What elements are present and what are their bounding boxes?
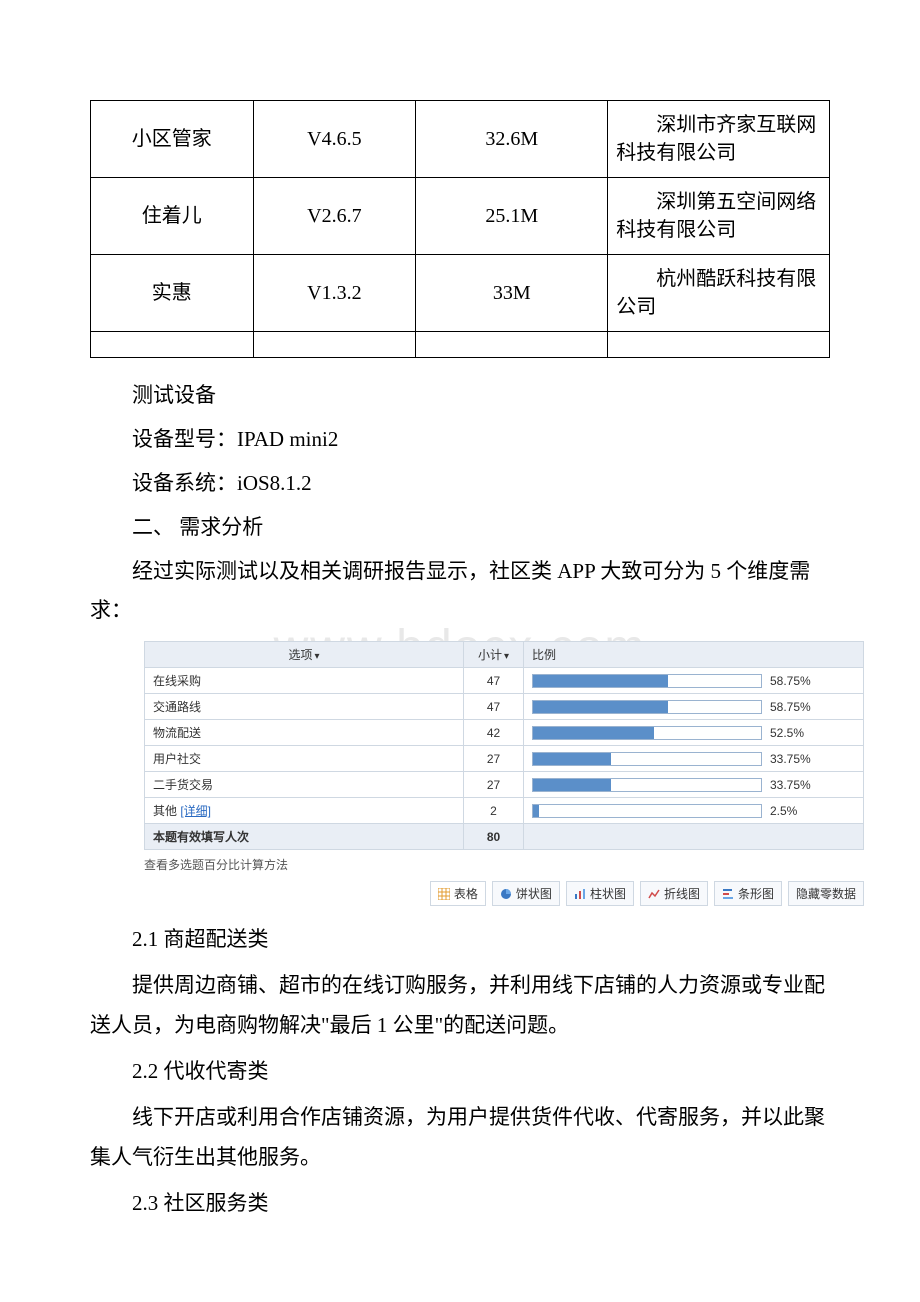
survey-row: 其他 [详细]2 2.5% [145, 798, 864, 824]
survey-count-cell: 27 [464, 746, 524, 772]
detail-link[interactable]: [详细] [180, 804, 211, 818]
survey-option-cell: 交通路线 [145, 694, 464, 720]
app-version-cell: V1.3.2 [253, 255, 416, 332]
app-name-cell: 实惠 [91, 255, 254, 332]
device-os-label: 设备系统： [132, 471, 237, 495]
survey-header-option[interactable]: 选项▾ [145, 642, 464, 668]
survey-total-label: 本题有效填写人次 [145, 824, 464, 850]
chart-button-label: 隐藏零数据 [796, 885, 856, 902]
bar-track [532, 700, 762, 714]
table-row-empty [91, 332, 830, 358]
survey-chart: 选项▾ 小计▾ 比例 在线采购47 58.75% 交通路线47 58.75% 物流配送4… [144, 641, 864, 906]
section-2-intro: 经过实际测试以及相关调研报告显示，社区类 APP 大致可分为 5 个维度需求： [90, 552, 830, 632]
app-comparison-table: 小区管家V4.6.532.6M深圳市齐家互联网科技有限公司住着儿V2.6.725… [90, 100, 830, 358]
app-size-cell: 32.6M [416, 101, 608, 178]
survey-bar-cell: 2.5% [524, 798, 864, 824]
survey-option-cell: 在线采购 [145, 668, 464, 694]
survey-count-cell: 47 [464, 668, 524, 694]
chart-type-hbar-button[interactable]: 条形图 [714, 881, 782, 906]
section-2-1-title: 2.1 商超配送类 [90, 920, 830, 960]
chart-type-hide0-button[interactable]: 隐藏零数据 [788, 881, 864, 906]
section-2-heading: 二、 需求分析 [90, 508, 830, 548]
bar-fill [533, 753, 611, 765]
survey-header-count[interactable]: 小计▾ [464, 642, 524, 668]
app-name-cell: 住着儿 [91, 178, 254, 255]
app-size-cell: 33M [416, 255, 608, 332]
survey-bar-cell: 33.75% [524, 772, 864, 798]
survey-note[interactable]: 查看多选题百分比计算方法 [144, 856, 864, 873]
survey-total-empty [524, 824, 864, 850]
survey-count-cell: 27 [464, 772, 524, 798]
table-row: 小区管家V4.6.532.6M深圳市齐家互联网科技有限公司 [91, 101, 830, 178]
survey-option-cell: 二手货交易 [145, 772, 464, 798]
chart-type-bar-button[interactable]: 柱状图 [566, 881, 634, 906]
bar-fill [533, 805, 539, 817]
chart-type-table-button[interactable]: 表格 [430, 881, 486, 906]
survey-row: 交通路线47 58.75% [145, 694, 864, 720]
bar-percent: 58.75% [770, 700, 811, 714]
device-model-label: 设备型号： [132, 427, 237, 451]
survey-row: 二手货交易27 33.75% [145, 772, 864, 798]
bar-fill [533, 675, 668, 687]
bar-percent: 33.75% [770, 752, 811, 766]
survey-bar-cell: 33.75% [524, 746, 864, 772]
app-version-cell: V2.6.7 [253, 178, 416, 255]
device-os: 设备系统：iOS8.1.2 [90, 464, 830, 504]
chart-button-label: 饼状图 [516, 885, 552, 902]
chart-button-label: 表格 [454, 885, 478, 902]
bar-fill [533, 779, 611, 791]
survey-row: 在线采购47 58.75% [145, 668, 864, 694]
section-2-2-title: 2.2 代收代寄类 [90, 1052, 830, 1092]
survey-row: 物流配送42 52.5% [145, 720, 864, 746]
survey-bar-cell: 58.75% [524, 694, 864, 720]
chart-type-line-button[interactable]: 折线图 [640, 881, 708, 906]
chart-type-toolbar: 表格 饼状图 柱状图 折线图 条形图 隐藏零数据 [144, 881, 864, 906]
table-row: 住着儿V2.6.725.1M深圳第五空间网络科技有限公司 [91, 178, 830, 255]
app-company-cell: 杭州酷跃科技有限公司 [608, 255, 830, 332]
app-company-cell: 深圳市齐家互联网科技有限公司 [608, 101, 830, 178]
survey-total-row: 本题有效填写人次80 [145, 824, 864, 850]
bar-track [532, 752, 762, 766]
bar-track [532, 726, 762, 740]
bar-track [532, 674, 762, 688]
app-name-cell: 小区管家 [91, 101, 254, 178]
survey-option-cell: 物流配送 [145, 720, 464, 746]
bar-percent: 58.75% [770, 674, 811, 688]
chart-type-pie-button[interactable]: 饼状图 [492, 881, 560, 906]
sort-icon: ▾ [314, 651, 319, 662]
bar-track [532, 804, 762, 818]
survey-total-count: 80 [464, 824, 524, 850]
bar-percent: 52.5% [770, 726, 804, 740]
survey-option-cell: 其他 [详细] [145, 798, 464, 824]
app-size-cell: 25.1M [416, 178, 608, 255]
chart-button-label: 条形图 [738, 885, 774, 902]
survey-count-cell: 2 [464, 798, 524, 824]
table-row: 实惠V1.3.233M杭州酷跃科技有限公司 [91, 255, 830, 332]
survey-count-cell: 42 [464, 720, 524, 746]
survey-count-cell: 47 [464, 694, 524, 720]
survey-option-cell: 用户社交 [145, 746, 464, 772]
survey-bar-cell: 52.5% [524, 720, 864, 746]
section-2-3-title: 2.3 社区服务类 [90, 1184, 830, 1224]
bar-percent: 2.5% [770, 804, 797, 818]
section-2-1-body: 提供周边商铺、超市的在线订购服务，并利用线下店铺的人力资源或专业配送人员，为电商… [90, 966, 830, 1046]
bar-fill [533, 701, 668, 713]
chart-button-label: 折线图 [664, 885, 700, 902]
app-company-cell: 深圳第五空间网络科技有限公司 [608, 178, 830, 255]
app-version-cell: V4.6.5 [253, 101, 416, 178]
chart-button-label: 柱状图 [590, 885, 626, 902]
survey-bar-cell: 58.75% [524, 668, 864, 694]
bar-track [532, 778, 762, 792]
section-2-2-body: 线下开店或利用合作店铺资源，为用户提供货件代收、代寄服务，并以此聚集人气衍生出其… [90, 1098, 830, 1178]
bar-percent: 33.75% [770, 778, 811, 792]
sort-icon: ▾ [504, 651, 509, 662]
survey-table: 选项▾ 小计▾ 比例 在线采购47 58.75% 交通路线47 58.75% 物流配送4… [144, 641, 864, 850]
device-os-value: iOS8.1.2 [237, 471, 312, 495]
bar-fill [533, 727, 654, 739]
survey-header-ratio: 比例 [524, 642, 864, 668]
device-heading: 测试设备 [90, 376, 830, 416]
device-model: 设备型号：IPAD mini2 [90, 420, 830, 460]
survey-row: 用户社交27 33.75% [145, 746, 864, 772]
device-model-value: IPAD mini2 [237, 427, 338, 451]
